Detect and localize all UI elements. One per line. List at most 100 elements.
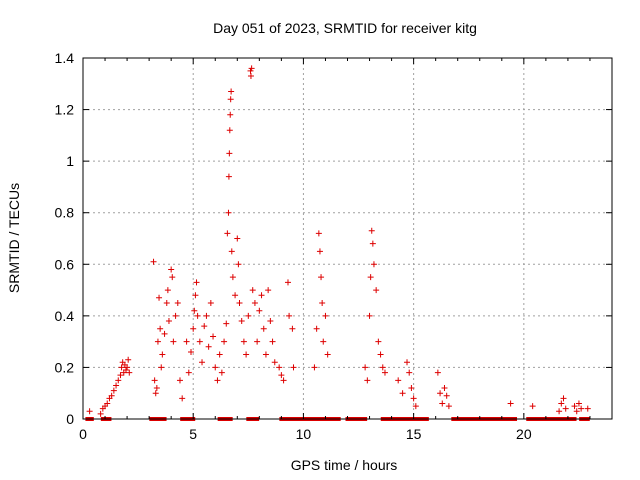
data-point — [210, 333, 217, 340]
data-point — [406, 369, 413, 376]
y-tick-label: 0.4 — [55, 308, 75, 324]
data-point — [320, 338, 327, 345]
data-point — [205, 343, 212, 350]
data-point — [269, 338, 276, 345]
data-point — [235, 261, 242, 268]
data-point — [124, 364, 131, 371]
data-point — [313, 325, 320, 332]
data-point — [154, 338, 161, 345]
data-point — [190, 325, 197, 332]
data-point — [113, 382, 120, 389]
x-tick-label: 20 — [516, 426, 532, 442]
y-axis-label: SRMTID / TECUs — [6, 183, 22, 293]
data-point — [410, 395, 417, 402]
y-tick-label: 0.6 — [55, 256, 75, 272]
data-point — [227, 96, 234, 103]
data-point — [174, 299, 181, 306]
data-point — [179, 395, 186, 402]
data-point — [441, 385, 448, 392]
data-point — [434, 369, 441, 376]
data-point — [221, 338, 228, 345]
data-point — [238, 318, 245, 325]
data-point — [172, 312, 179, 319]
data-point — [150, 258, 157, 265]
data-point — [575, 400, 582, 407]
data-point — [412, 403, 419, 410]
data-point — [248, 65, 255, 72]
y-tick-label: 0 — [66, 411, 74, 427]
data-point — [207, 299, 214, 306]
data-point — [280, 377, 287, 384]
data-point — [240, 338, 247, 345]
data-point — [284, 279, 291, 286]
data-point — [290, 364, 297, 371]
data-point — [214, 377, 221, 384]
data-point — [377, 351, 384, 358]
data-point — [225, 209, 232, 216]
data-point — [381, 369, 388, 376]
chart-title: Day 051 of 2023, SRMTID for receiver kit… — [213, 20, 477, 36]
data-point — [443, 392, 450, 399]
grid-lines — [83, 58, 612, 419]
data-point — [176, 377, 183, 384]
data-point — [161, 330, 168, 337]
data-point — [245, 312, 252, 319]
data-point — [404, 359, 411, 366]
data-point — [118, 364, 125, 371]
data-point — [529, 403, 536, 410]
x-tick-label: 15 — [406, 426, 422, 442]
data-point — [271, 359, 278, 366]
data-point — [226, 150, 233, 157]
data-point — [225, 173, 232, 180]
data-point — [318, 274, 325, 281]
data-point — [97, 410, 104, 417]
data-point — [364, 377, 371, 384]
data-point — [315, 230, 322, 237]
data-point — [584, 405, 591, 412]
data-point — [373, 287, 380, 294]
x-axis-label: GPS time / hours — [291, 457, 398, 473]
data-point — [247, 73, 254, 80]
y-tick-label: 0.2 — [55, 359, 75, 375]
data-point — [375, 338, 382, 345]
data-point — [367, 274, 374, 281]
data-point — [439, 400, 446, 407]
data-point — [249, 287, 256, 294]
data-point — [126, 369, 133, 376]
data-point — [159, 351, 166, 358]
data-point — [368, 227, 375, 234]
data-point — [262, 351, 269, 358]
data-point — [86, 408, 93, 415]
data-point — [558, 400, 565, 407]
data-point — [507, 400, 514, 407]
data-point — [256, 307, 263, 314]
data-point — [228, 88, 235, 95]
data-point — [324, 351, 331, 358]
data-point — [170, 338, 177, 345]
data-point — [399, 390, 406, 397]
data-point — [153, 385, 160, 392]
data-point — [224, 230, 231, 237]
data-point — [369, 240, 376, 247]
data-point — [226, 127, 233, 134]
data-point — [196, 338, 203, 345]
data-point — [157, 325, 164, 332]
data-point — [183, 338, 190, 345]
data-point — [216, 351, 223, 358]
axis-ticks: 0 5 10 15 20 0 0.2 0.4 0.6 0.8 1 1.2 1.4 — [55, 50, 612, 442]
data-point — [158, 364, 165, 371]
data-point — [254, 338, 261, 345]
data-point — [151, 377, 158, 384]
data-point — [108, 392, 115, 399]
data-point — [115, 377, 122, 384]
data-point — [193, 279, 200, 286]
data-point — [168, 266, 175, 273]
data-point — [165, 318, 172, 325]
data-point — [445, 403, 452, 410]
data-point — [218, 369, 225, 376]
data-point — [232, 292, 239, 299]
data-point — [286, 312, 293, 319]
data-point — [152, 390, 159, 397]
data-point — [395, 377, 402, 384]
data-point — [260, 325, 267, 332]
